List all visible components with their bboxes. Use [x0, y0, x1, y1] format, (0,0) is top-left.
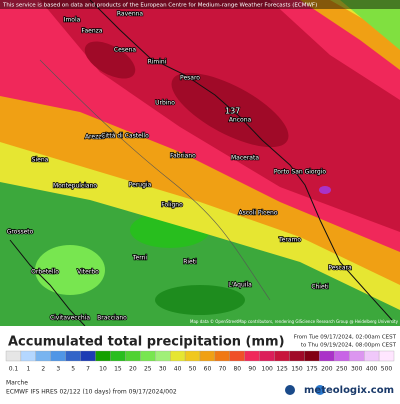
banner: This service is based on data and produc…	[2, 3, 317, 9]
colorbar-label: 15	[114, 366, 122, 373]
place-label: Urbino	[155, 100, 175, 107]
place-label: Civitavecchia	[50, 315, 90, 322]
colorbar-label: 3	[56, 366, 60, 373]
place-label: Grosseto	[7, 229, 34, 236]
model-info: ECMWF IFS HRES 02/122 (10 days) from 09/…	[6, 389, 177, 396]
colorbar-label: 2	[41, 366, 45, 373]
colorbar-cell	[274, 350, 290, 362]
place-label: Imola	[64, 17, 81, 24]
colorbar-cell	[80, 350, 96, 362]
colorbar-cell	[304, 350, 320, 362]
colorbar-label: 0.1	[9, 366, 19, 373]
colorbar-label: 70	[219, 366, 227, 373]
colorbar-label: 175	[306, 366, 318, 373]
colorbar-label: 5	[71, 366, 75, 373]
place-label: Faenza	[82, 28, 103, 35]
place-label: Pesaro	[180, 75, 200, 82]
place-label: Perugia	[129, 182, 152, 189]
colorbar-cell	[5, 350, 22, 362]
period-to: to Thu 09/19/2024, 08:00pm CEST	[301, 343, 397, 349]
colorbar-cell	[35, 350, 51, 362]
place-label: Arezzo	[85, 134, 105, 141]
place-label: Viterbo	[77, 269, 99, 276]
place-label: Orbetello	[31, 269, 59, 276]
place-label: Fabriano	[170, 153, 196, 160]
colorbar-label: 100	[261, 366, 273, 373]
place-label: Terni	[132, 255, 148, 262]
colorbar-cell	[229, 350, 245, 362]
place-label: Siena	[32, 157, 49, 164]
colorbar-label: 40	[174, 366, 182, 373]
place-label: Porto San Giorgio	[274, 169, 326, 176]
colorbar-cell	[140, 350, 156, 362]
colorbar-cell	[244, 350, 260, 362]
colorbar-label: 150	[291, 366, 303, 373]
colorbar-label: 300	[351, 366, 363, 373]
colorbar-label: 60	[204, 366, 212, 373]
colorbar-cell	[214, 350, 230, 362]
colorbar-label: 125	[276, 366, 288, 373]
colorbar-label: 7	[86, 366, 90, 373]
colorbar-label: 1	[26, 366, 30, 373]
place-label: Città di Castello	[101, 133, 149, 140]
colorbar-label: 30	[159, 366, 167, 373]
place-label: Chieti	[311, 284, 329, 291]
colorbar-cell	[65, 350, 81, 362]
colorbar-label: 20	[129, 366, 137, 373]
place-label: Montepulciano	[53, 183, 97, 190]
place-label: Teramo	[278, 237, 301, 244]
period-from: From Tue 09/17/2024, 02:00am CEST	[294, 335, 397, 341]
place-label: Rieti	[183, 259, 197, 266]
colorbar-label: 25	[144, 366, 152, 373]
colorbar-cell	[364, 350, 380, 362]
colorbar-label: 400	[366, 366, 378, 373]
place-label: Ravenna	[117, 11, 144, 18]
region: Marche	[6, 380, 28, 387]
colorbar-cell	[199, 350, 216, 362]
place-label: L'Aquila	[228, 282, 252, 289]
max-value-label: 137	[225, 107, 240, 116]
place-label: Ancona	[229, 117, 252, 124]
colorbar-label: 250	[336, 366, 348, 373]
colorbar-label: 500	[381, 366, 393, 373]
place-label: Ascoli Piceno	[238, 210, 277, 217]
colorbar-cell	[170, 350, 186, 362]
colorbar-cell	[125, 350, 141, 362]
brand[interactable]: meteologix.com	[304, 385, 394, 396]
place-label: Bracciano	[97, 315, 127, 322]
colorbar-label: 50	[189, 366, 197, 373]
colorbar-cell	[155, 350, 171, 362]
precipitation-map	[0, 0, 400, 327]
attribution: Map data © OpenStreetMap contributors, r…	[190, 319, 399, 324]
colorbar-cell	[378, 350, 395, 362]
place-label: Foligno	[161, 202, 183, 209]
colorbar-cell	[319, 350, 335, 362]
colorbar-cell	[95, 350, 111, 362]
place-label: Cesena	[114, 47, 137, 54]
colorbar-cell	[289, 350, 305, 362]
legend-title: Accumulated total precipitation (mm)	[8, 335, 285, 350]
colorbar-cell	[110, 350, 126, 362]
colorbar-label: 200	[321, 366, 333, 373]
place-label: Macerata	[231, 155, 259, 162]
place-label: Rimini	[148, 59, 167, 66]
colorbar-cell	[20, 350, 36, 362]
colorbar-cell	[184, 350, 201, 362]
colorbar-label: 10	[99, 366, 107, 373]
colorbar-label: 90	[248, 366, 256, 373]
colorbar-cell	[334, 350, 350, 362]
colorbar-cell	[50, 350, 66, 362]
colorbar-cell	[349, 350, 365, 362]
colorbar-cell	[259, 350, 275, 362]
place-label: Pescara	[328, 265, 352, 272]
colorbar-label: 80	[233, 366, 241, 373]
